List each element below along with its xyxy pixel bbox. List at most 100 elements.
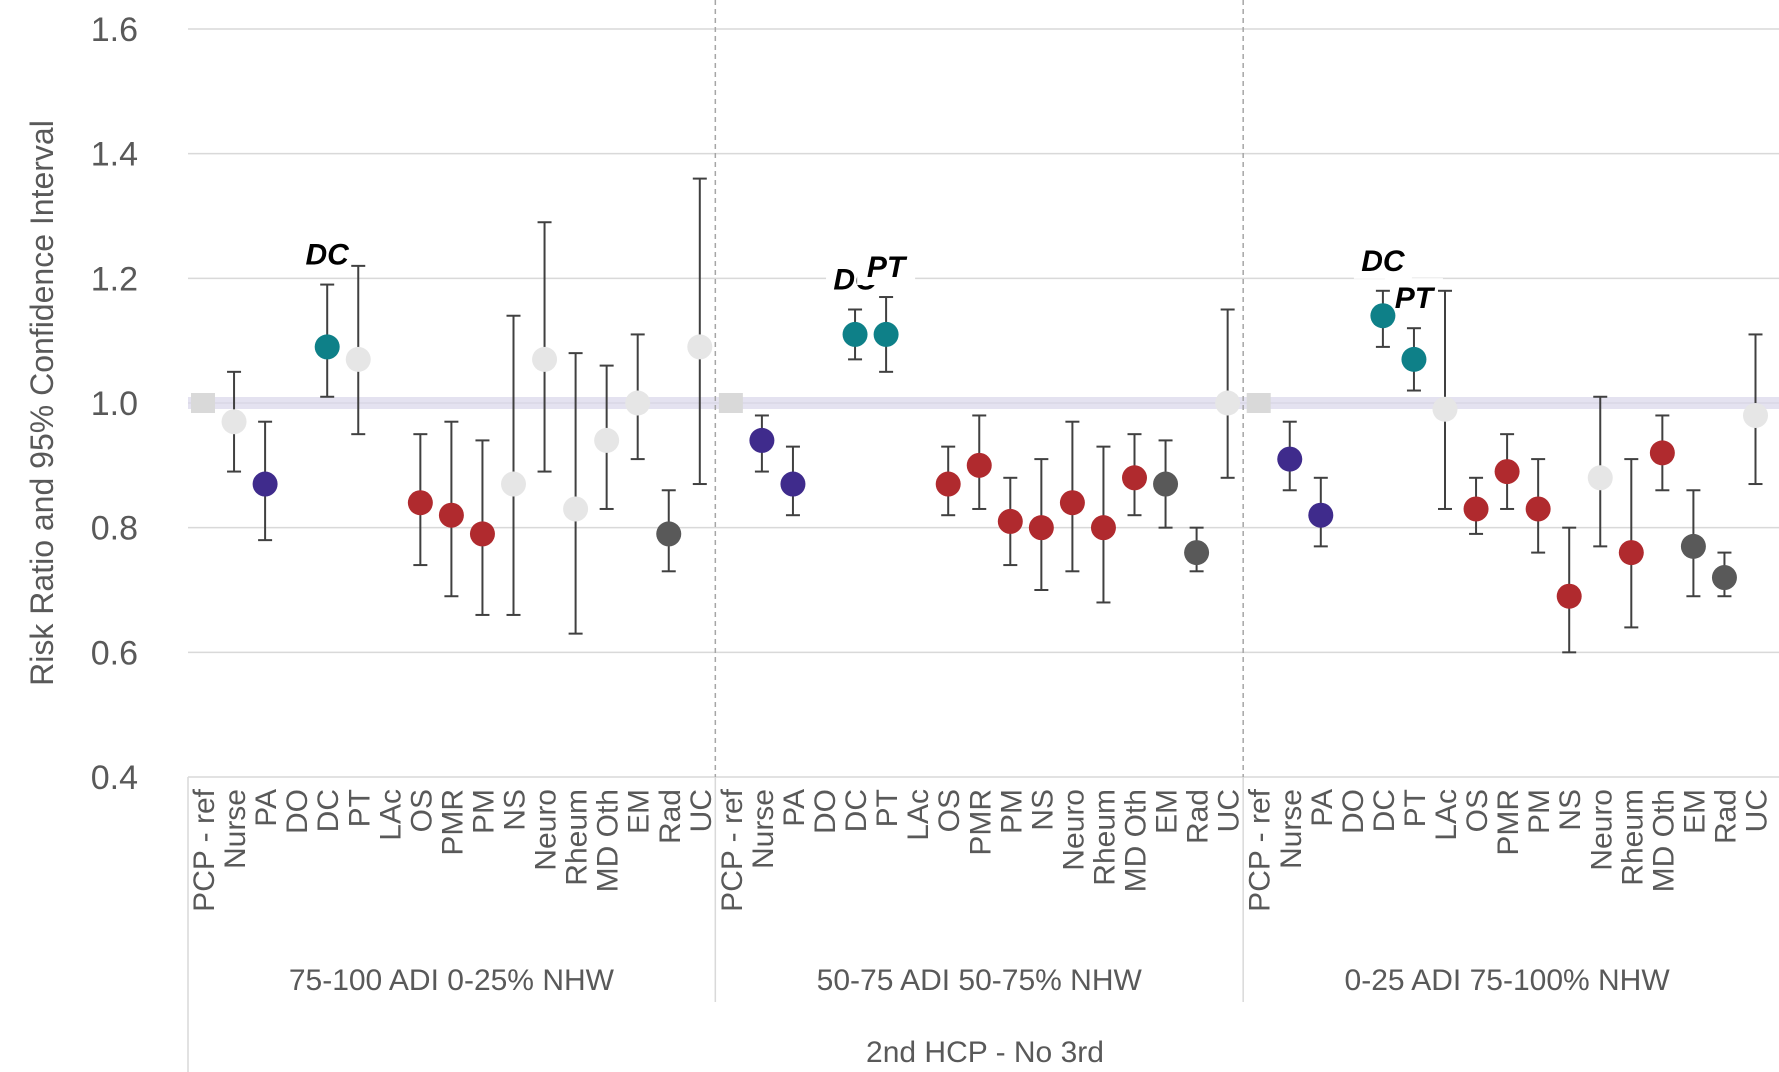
category-label: Neuro	[1057, 789, 1090, 871]
data-point	[221, 409, 247, 435]
category-label: PM	[1523, 789, 1556, 834]
annotation-background	[1353, 240, 1412, 279]
data-point	[438, 502, 464, 528]
data-point	[252, 471, 278, 497]
category-label: PA	[778, 789, 811, 827]
y-tick-label: 1.4	[91, 136, 138, 174]
category-label: PT	[871, 789, 904, 827]
data-point	[532, 346, 558, 372]
category-label: EM	[623, 789, 656, 834]
category-label: PT	[343, 789, 376, 827]
category-label: LAc	[902, 789, 935, 841]
data-point	[842, 321, 868, 347]
category-label: Neuro	[1585, 789, 1618, 871]
category-label: Nurse	[747, 789, 780, 869]
error-bars	[227, 177, 1763, 654]
group-label: 75-100 ADI 0-25% NHW	[289, 964, 615, 997]
reference-marker	[1246, 393, 1271, 413]
data-point	[780, 471, 806, 497]
group-separators	[714, 0, 1244, 1002]
category-label: OS	[1461, 789, 1494, 832]
category-label: PMR	[436, 789, 469, 856]
reference-line	[188, 397, 1779, 409]
gridlines	[187, 28, 1779, 1072]
category-label: Rheum	[1088, 789, 1121, 886]
error-bar	[568, 352, 583, 635]
category-label: DC	[1368, 789, 1401, 832]
data-point	[563, 496, 589, 522]
category-label: PT	[1399, 789, 1432, 827]
category-label: MD Oth	[1647, 789, 1680, 892]
data-point	[656, 521, 682, 547]
data-point	[1711, 565, 1737, 591]
category-label: Rad	[1182, 789, 1215, 844]
data-point	[1059, 490, 1085, 516]
data-point	[1463, 496, 1489, 522]
data-point	[1028, 515, 1054, 541]
category-label: MD Oth	[592, 789, 625, 892]
annotation-label: DC	[306, 239, 351, 272]
category-labels: PCP - refNursePADODCPTLAcOSPMRPMNSNeuroR…	[188, 788, 1774, 911]
data-point	[501, 471, 526, 497]
category-label: UC	[1213, 789, 1246, 832]
data-point	[1525, 496, 1551, 522]
category-label: PM	[995, 789, 1028, 834]
category-label: Neuro	[530, 789, 563, 871]
category-label: NS	[499, 789, 532, 831]
category-label: EM	[1678, 789, 1711, 834]
category-label: LAc	[1430, 789, 1463, 841]
reference-band	[188, 397, 1779, 409]
category-label: PA	[250, 789, 283, 827]
data-point	[1494, 459, 1520, 485]
annotation-background	[857, 247, 916, 286]
category-label: OS	[933, 789, 966, 832]
category-label: DO	[281, 789, 314, 834]
data-point	[1401, 346, 1427, 372]
y-axis-title: Risk Ratio and 95% Confidence Interval	[24, 120, 60, 686]
category-label: OS	[405, 789, 438, 832]
data-point	[1370, 303, 1396, 329]
y-tick-label: 1.0	[91, 385, 138, 423]
annotation-background	[1384, 278, 1443, 317]
data-point	[935, 471, 961, 497]
y-tick-label: 0.4	[91, 759, 138, 797]
category-label: LAc	[374, 789, 407, 841]
category-label: DC	[840, 789, 873, 832]
data-point	[749, 427, 775, 453]
category-label: PMR	[964, 789, 997, 856]
category-label: Nurse	[219, 789, 252, 869]
category-label: PCP - ref	[188, 788, 221, 911]
data-point	[1649, 440, 1675, 466]
data-points	[191, 303, 1768, 609]
data-point	[1743, 402, 1768, 428]
data-point	[1432, 396, 1458, 422]
category-label: UC	[1741, 789, 1774, 832]
data-point	[1215, 390, 1241, 416]
category-label: PMR	[1492, 789, 1525, 856]
data-point	[345, 346, 371, 372]
data-point	[1153, 471, 1179, 497]
group-label: 0-25 ADI 75-100% NHW	[1345, 964, 1671, 997]
category-label: PCP - ref	[716, 788, 749, 911]
data-point	[997, 508, 1023, 534]
data-point	[1277, 446, 1303, 472]
data-point	[1184, 540, 1210, 566]
data-point	[1680, 533, 1706, 559]
annotation-label: PT	[867, 251, 908, 284]
category-label: Rheum	[1616, 789, 1649, 886]
data-point	[469, 521, 495, 547]
x-axis-title: 2nd HCP - No 3rd	[866, 1036, 1104, 1069]
group-labels: 75-100 ADI 0-25% NHW 50-75 ADI 50-75% NHW…	[289, 964, 1671, 997]
category-label: MD Oth	[1120, 789, 1153, 892]
category-label: Nurse	[1275, 789, 1308, 869]
data-point	[1122, 465, 1147, 491]
category-label: PCP - ref	[1244, 788, 1277, 911]
data-point	[594, 427, 620, 453]
category-label: DO	[809, 789, 842, 834]
group-label: 50-75 ADI 50-75% NHW	[817, 964, 1143, 997]
data-point	[625, 390, 651, 416]
data-point	[314, 334, 340, 360]
y-axis-ticks: 0.4 0.6 0.8 1.0 1.2 1.4 1.6	[91, 11, 138, 797]
data-point	[1308, 502, 1334, 528]
